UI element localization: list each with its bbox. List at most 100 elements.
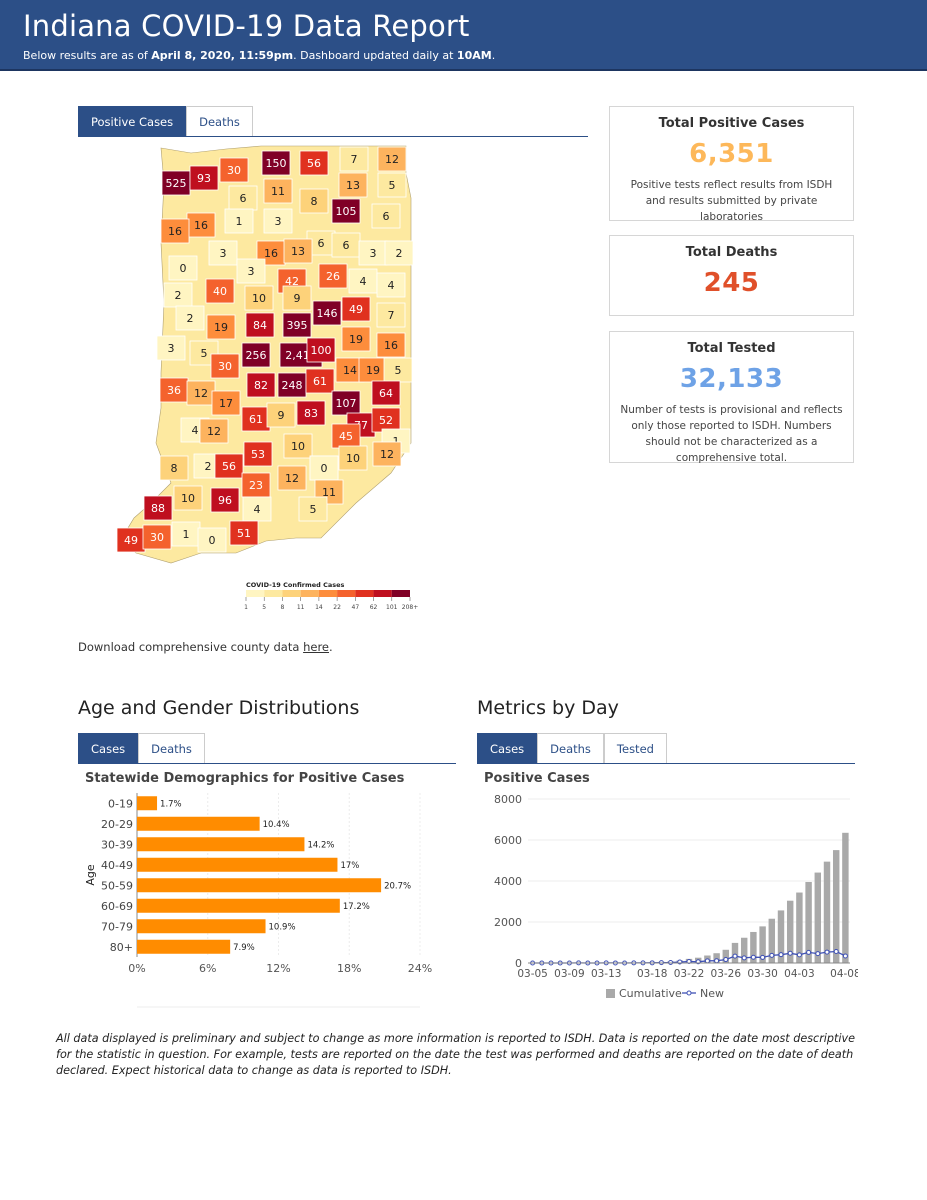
county: 7 — [376, 302, 406, 328]
county: 3 — [156, 335, 186, 361]
county-shape — [163, 282, 193, 308]
metrics-ytick-label: 6000 — [494, 834, 522, 847]
age-xtick-label: 24% — [408, 962, 432, 975]
county-shape — [298, 496, 328, 522]
county-value-label: 3 — [220, 247, 227, 260]
new-cases-point — [806, 949, 812, 955]
new-cases-point — [732, 953, 738, 959]
county-value-label: 40 — [213, 285, 227, 298]
county-value-label: 45 — [339, 430, 353, 443]
age-category-label: 80+ — [110, 941, 133, 954]
county-value-label: 8 — [171, 462, 178, 475]
county: 6 — [331, 232, 361, 258]
age-bar — [137, 898, 340, 913]
age-data-label: 10.4% — [263, 820, 290, 830]
county-value-label: 525 — [166, 177, 187, 190]
county-value-label: 12 — [380, 448, 394, 461]
map-legend: COVID-19 Confirmed Cases 1 5 8 11 14 22 47 62 101… — [244, 581, 418, 611]
county-value-label: 26 — [326, 270, 340, 283]
county-shape — [384, 240, 414, 266]
county: 256 — [241, 342, 271, 368]
county-shape — [318, 263, 348, 289]
download-link[interactable]: here — [303, 640, 329, 654]
county-shape — [338, 172, 368, 198]
age-data-label: 20.7% — [384, 881, 411, 891]
age-xtick-label: 6% — [199, 962, 216, 975]
age-data-label: 14.2% — [307, 840, 334, 850]
county-shape — [197, 527, 227, 553]
county: 107 — [331, 390, 361, 416]
tab-metrics-tested[interactable]: Tested — [603, 733, 667, 763]
age-xtick-label: 0% — [128, 962, 145, 975]
new-cases-point — [704, 958, 710, 964]
legend-swatch — [264, 590, 283, 597]
county: 395 — [282, 312, 312, 338]
new-cases-point — [842, 953, 848, 959]
new-cases-point — [787, 950, 793, 956]
tab-metrics-deaths[interactable]: Deaths — [537, 733, 604, 763]
age-data-label: 1.7% — [160, 799, 182, 809]
county-value-label: 1 — [236, 215, 243, 228]
county: 30 — [210, 353, 240, 379]
county-shape — [312, 300, 342, 326]
county-shape — [245, 312, 275, 338]
county-value-label: 88 — [151, 502, 165, 515]
county-value-label: 11 — [322, 486, 336, 499]
county-shape — [171, 521, 201, 547]
county: 7 — [339, 146, 369, 172]
legend-tick-label: 208+ — [402, 604, 418, 611]
county-value-label: 36 — [167, 384, 181, 397]
cumulative-bar — [768, 918, 776, 963]
tab-age-deaths[interactable]: Deaths — [138, 733, 205, 763]
county-value-label: 84 — [253, 319, 267, 332]
county-value-label: 10 — [252, 292, 266, 305]
county: 6 — [228, 185, 258, 211]
county-value-label: 19 — [214, 321, 228, 334]
county: 26 — [318, 263, 348, 289]
cumulative-bar — [740, 937, 748, 963]
county-shape — [210, 487, 240, 513]
county: 84 — [245, 312, 275, 338]
age-category-label: 70-79 — [101, 920, 133, 933]
age-data-label: 17% — [340, 861, 359, 871]
legend-cumulative-label: Cumulative — [619, 987, 682, 1000]
county: 56 — [299, 150, 329, 176]
county-shape — [246, 372, 276, 398]
metrics-chart-title: Positive Cases — [484, 771, 590, 786]
county-value-label: 7 — [351, 153, 358, 166]
county-shape — [211, 390, 241, 416]
county-value-label: 56 — [222, 460, 236, 473]
legend-swatch — [337, 590, 356, 597]
county-value-label: 6 — [240, 192, 247, 205]
legend-swatch — [391, 590, 410, 597]
county: 12 — [186, 380, 216, 406]
county-shape — [205, 278, 235, 304]
tab-positive-cases[interactable]: Positive Cases — [78, 106, 187, 136]
county-shape — [142, 524, 172, 550]
county-shape — [219, 157, 249, 183]
county: 45 — [331, 423, 361, 449]
age-xtick-label: 18% — [337, 962, 361, 975]
county: 23 — [241, 472, 271, 498]
total-positive-card: Total Positive Cases 6,351 Positive test… — [609, 106, 854, 223]
new-cases-point — [815, 951, 821, 957]
metrics-xtick-label: 03-30 — [747, 968, 778, 980]
county-shape — [199, 418, 229, 444]
county: 83 — [296, 400, 326, 426]
tab-deaths[interactable]: Deaths — [186, 106, 253, 136]
county-value-label: 10 — [181, 492, 195, 505]
tab-age-cases[interactable]: Cases — [78, 733, 139, 763]
legend-tick-label: 47 — [352, 604, 360, 611]
age-bar — [137, 837, 305, 852]
county-value-label: 13 — [346, 179, 360, 192]
legend-swatch — [318, 590, 338, 597]
county: 16 — [376, 332, 406, 358]
tab-metrics-cases[interactable]: Cases — [477, 733, 538, 763]
cumulative-bar — [796, 892, 803, 963]
county-shape — [282, 285, 312, 311]
county-value-label: 16 — [168, 225, 182, 238]
county-shape — [331, 423, 361, 449]
age-category-label: 0-19 — [108, 797, 133, 810]
county: 4 — [242, 496, 272, 522]
county-shape — [173, 485, 203, 511]
